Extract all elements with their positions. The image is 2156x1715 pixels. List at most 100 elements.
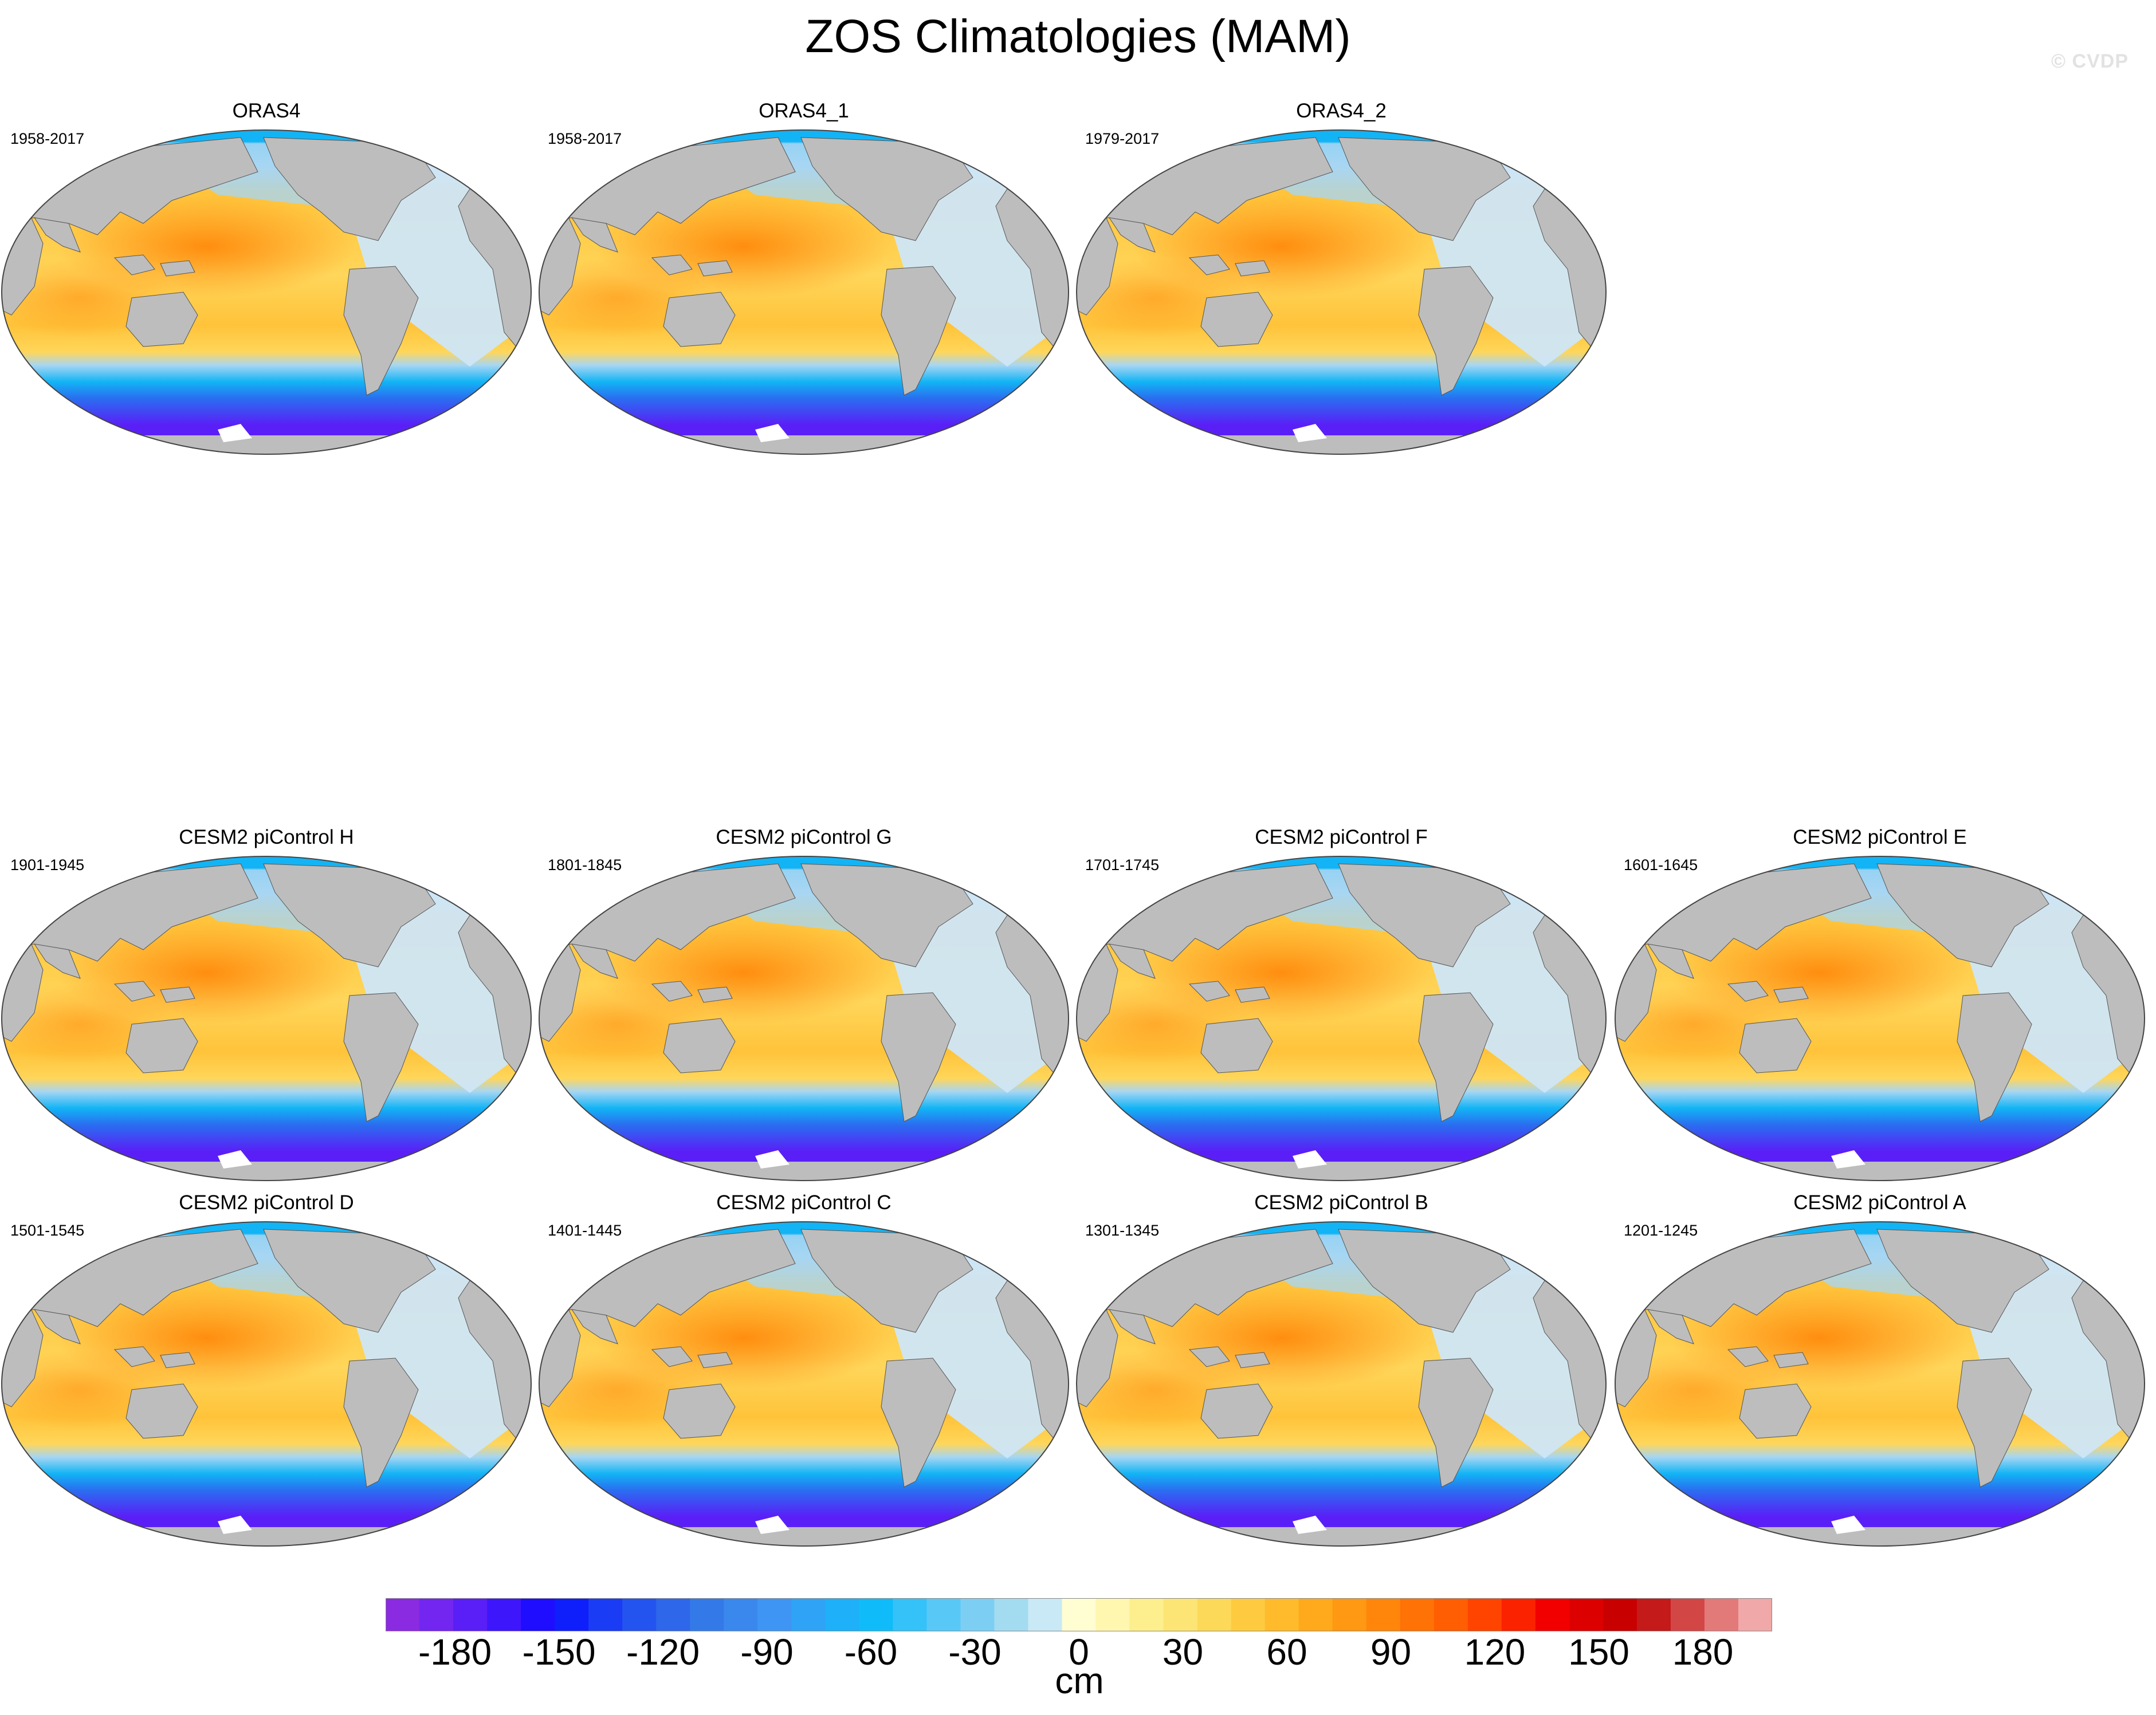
colorbar-cell xyxy=(1569,1598,1604,1631)
panel-period: 1801-1845 xyxy=(548,856,622,874)
colorbar xyxy=(386,1598,1772,1631)
colorbar-cell xyxy=(1400,1598,1435,1631)
colorbar-tick-label: -120 xyxy=(626,1631,700,1673)
colorbar-cell xyxy=(1062,1598,1097,1631)
global-map xyxy=(539,1221,1069,1547)
global-map xyxy=(1076,129,1607,455)
colorbar-cell xyxy=(859,1598,893,1631)
colorbar-cell xyxy=(588,1598,623,1631)
colorbar-cell xyxy=(1603,1598,1637,1631)
global-map xyxy=(1,129,532,455)
colorbar-cell xyxy=(1095,1598,1130,1631)
panel-title: CESM2 piControl F xyxy=(1255,826,1428,848)
panel-title: CESM2 piControl C xyxy=(716,1191,892,1214)
colorbar-cell xyxy=(1467,1598,1502,1631)
map-panel: CESM2 piControl B 1301-1345 xyxy=(1075,1190,1608,1557)
colorbar-cell xyxy=(487,1598,521,1631)
colorbar-cell xyxy=(1535,1598,1570,1631)
panel-period: 1601-1645 xyxy=(1624,856,1698,874)
colorbar-cell xyxy=(419,1598,454,1631)
map-panel: CESM2 piControl H 1901-1945 xyxy=(0,825,533,1191)
global-map xyxy=(1076,1221,1607,1547)
global-map xyxy=(1,856,532,1181)
panel-period: 1501-1545 xyxy=(10,1222,85,1239)
global-map xyxy=(1,1221,532,1547)
panel-title: CESM2 piControl B xyxy=(1254,1191,1428,1214)
colorbar-cell xyxy=(825,1598,859,1631)
map-panel: CESM2 piControl E 1601-1645 xyxy=(1613,825,2146,1191)
colorbar-cell xyxy=(1264,1598,1299,1631)
map-panel: CESM2 piControl F 1701-1745 xyxy=(1075,825,1608,1191)
map-panel: ORAS4 1958-2017 xyxy=(0,99,533,465)
colorbar-cell xyxy=(791,1598,826,1631)
panel-title: CESM2 piControl A xyxy=(1793,1191,1966,1214)
colorbar-tick-label: 0 xyxy=(1069,1631,1089,1673)
global-map xyxy=(539,129,1069,455)
global-map xyxy=(1076,856,1607,1181)
colorbar-cell xyxy=(893,1598,927,1631)
colorbar-cell xyxy=(1636,1598,1671,1631)
map-panel: CESM2 piControl A 1201-1245 xyxy=(1613,1190,2146,1557)
colorbar-tick-label: 30 xyxy=(1162,1631,1204,1673)
map-panel: CESM2 piControl G 1801-1845 xyxy=(537,825,1070,1191)
colorbar-cell xyxy=(1298,1598,1333,1631)
colorbar-cell xyxy=(724,1598,758,1631)
colorbar-cell xyxy=(1332,1598,1367,1631)
panel-period: 1958-2017 xyxy=(10,130,85,147)
colorbar-tick-label: -180 xyxy=(418,1631,492,1673)
colorbar-tick-label: -90 xyxy=(740,1631,794,1673)
colorbar-cell xyxy=(1028,1598,1063,1631)
colorbar-cell xyxy=(1129,1598,1164,1631)
colorbar-cell xyxy=(926,1598,961,1631)
panel-period: 1401-1445 xyxy=(548,1222,622,1239)
colorbar-cell xyxy=(1231,1598,1266,1631)
panel-title: ORAS4_1 xyxy=(759,100,849,122)
cvdp-watermark: © CVDP xyxy=(2051,50,2128,72)
panel-title: CESM2 piControl H xyxy=(179,826,354,848)
panel-period: 1201-1245 xyxy=(1624,1222,1698,1239)
colorbar-cell xyxy=(1738,1598,1772,1631)
colorbar-cell xyxy=(994,1598,1029,1631)
colorbar-cell xyxy=(622,1598,657,1631)
colorbar-cell xyxy=(386,1598,420,1631)
panel-period: 1301-1345 xyxy=(1085,1222,1160,1239)
global-map xyxy=(1615,1221,2145,1547)
figure-title: ZOS Climatologies (MAM) xyxy=(805,10,1351,62)
colorbar-cell xyxy=(656,1598,690,1631)
colorbar-cell xyxy=(1366,1598,1401,1631)
map-panel: CESM2 piControl D 1501-1545 xyxy=(0,1190,533,1557)
colorbar-cell xyxy=(453,1598,488,1631)
colorbar-cell xyxy=(1163,1598,1198,1631)
panel-period: 1958-2017 xyxy=(548,130,622,147)
panel-title: CESM2 piControl G xyxy=(716,826,892,848)
panel-period: 1701-1745 xyxy=(1085,856,1160,874)
colorbar-tick-label: -30 xyxy=(948,1631,1002,1673)
map-panel: ORAS4_2 1979-2017 xyxy=(1075,99,1608,465)
colorbar-cell xyxy=(521,1598,555,1631)
colorbar-frame xyxy=(386,1598,1772,1631)
panel-title: CESM2 piControl E xyxy=(1793,826,1967,848)
colorbar-tick-label: -150 xyxy=(522,1631,596,1673)
colorbar-cell xyxy=(1704,1598,1739,1631)
panel-title: ORAS4_2 xyxy=(1296,100,1387,122)
panel-period: 1979-2017 xyxy=(1085,130,1160,147)
colorbar-tick-label: 180 xyxy=(1672,1631,1734,1673)
colorbar-cell xyxy=(960,1598,995,1631)
colorbar-tick-label: 120 xyxy=(1464,1631,1526,1673)
colorbar-cell xyxy=(757,1598,792,1631)
panel-period: 1901-1945 xyxy=(10,856,85,874)
panel-title: CESM2 piControl D xyxy=(179,1191,354,1214)
map-panel: CESM2 piControl C 1401-1445 xyxy=(537,1190,1070,1557)
colorbar-tick-label: 150 xyxy=(1568,1631,1629,1673)
colorbar-cell xyxy=(690,1598,724,1631)
panel-title: ORAS4 xyxy=(232,100,301,122)
colorbar-tick-label: 60 xyxy=(1266,1631,1307,1673)
colorbar-tick-label: -60 xyxy=(844,1631,898,1673)
colorbar-tick-label: 90 xyxy=(1370,1631,1412,1673)
colorbar-cell xyxy=(1197,1598,1232,1631)
colorbar-cell xyxy=(1501,1598,1536,1631)
global-map xyxy=(539,856,1069,1181)
colorbar-cell xyxy=(555,1598,589,1631)
global-map xyxy=(1615,856,2145,1181)
map-panel: ORAS4_1 1958-2017 xyxy=(537,99,1070,465)
